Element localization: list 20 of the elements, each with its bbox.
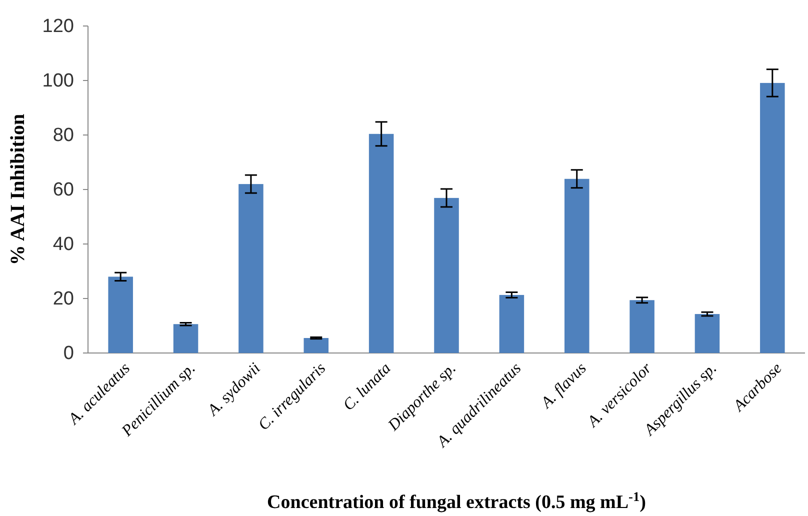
bar — [564, 178, 590, 353]
y-tick-label: 60 — [52, 180, 74, 201]
bar — [434, 198, 459, 353]
bar — [108, 276, 133, 353]
y-axis-title: % AAI Inhibition — [7, 114, 29, 266]
bar — [760, 82, 785, 353]
y-tick-label: 20 — [52, 288, 74, 310]
y-tick-label: 0 — [63, 343, 74, 364]
y-tick-label: 120 — [42, 16, 74, 38]
y-tick-label: 100 — [42, 70, 74, 92]
bar — [694, 314, 720, 353]
y-tick-label: 80 — [52, 125, 74, 146]
bar — [499, 294, 524, 353]
bar — [173, 324, 198, 353]
bar — [368, 134, 394, 353]
bar — [238, 184, 264, 353]
bar — [304, 338, 329, 353]
x-axis-title: Concentration of fungal extracts (0.5 mg mL$^{-1}$) — [267, 488, 646, 513]
y-tick-label: 40 — [52, 234, 74, 256]
bar — [630, 300, 654, 353]
